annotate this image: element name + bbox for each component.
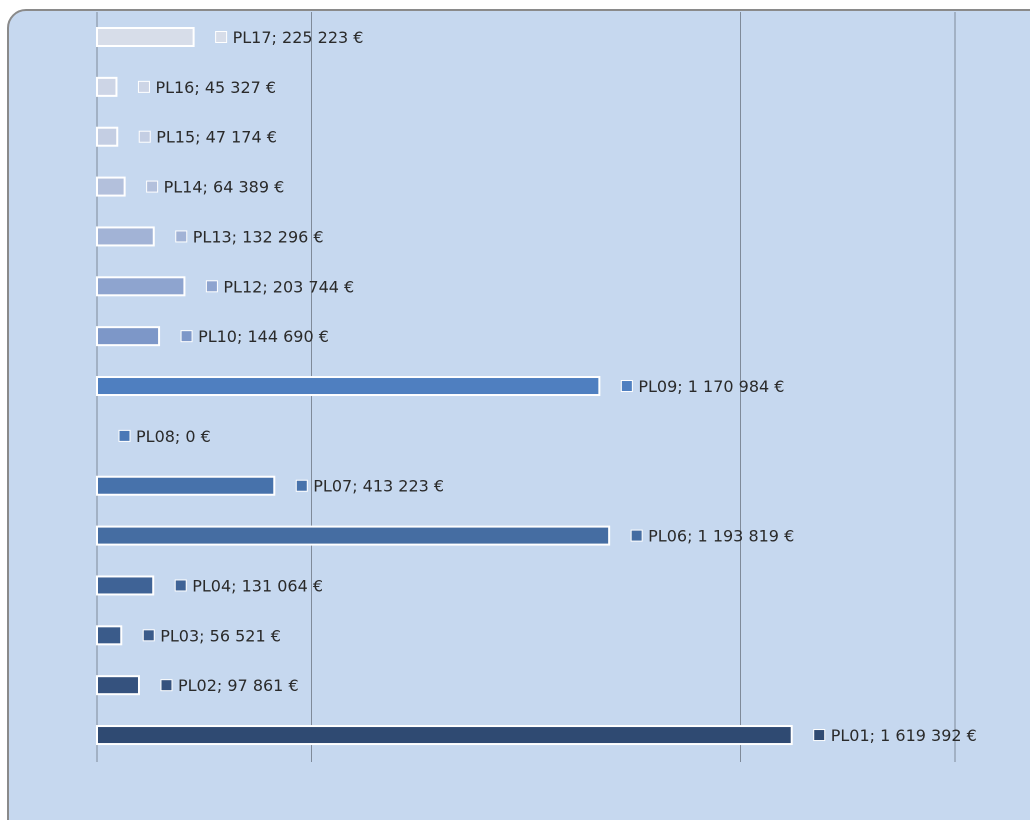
- label-separator: ;: [237, 327, 247, 346]
- value-label: 131 064 €: [242, 576, 323, 595]
- data-label: PL13; 132 296 €: [193, 227, 324, 246]
- legend-marker: [630, 529, 643, 542]
- value-label: 1 619 392 €: [880, 726, 977, 745]
- data-label: PL04; 131 064 €: [192, 576, 323, 595]
- category-name: PL15: [156, 127, 195, 146]
- data-label: PL14; 64 389 €: [164, 177, 285, 196]
- value-label: 1 193 819 €: [698, 526, 795, 545]
- bar: [96, 725, 793, 746]
- data-label: PL08; 0 €: [136, 426, 211, 445]
- bar: [96, 226, 155, 247]
- value-label: 225 223 €: [282, 28, 363, 47]
- label-separator: ;: [870, 726, 880, 745]
- legend-marker: [620, 380, 633, 393]
- data-label: PL10; 144 690 €: [198, 327, 329, 346]
- value-label: 144 690 €: [247, 327, 328, 346]
- legend-marker: [137, 80, 150, 93]
- chart-background: [7, 9, 1030, 820]
- category-name: PL01: [831, 726, 870, 745]
- value-label: 45 327 €: [205, 77, 276, 96]
- data-label: PL02; 97 861 €: [178, 676, 299, 695]
- data-label: PL07; 413 223 €: [313, 476, 444, 495]
- legend-marker: [174, 579, 187, 592]
- value-label: 203 744 €: [273, 277, 354, 296]
- value-label: 0 €: [185, 426, 210, 445]
- legend-marker: [118, 429, 131, 442]
- category-name: PL03: [160, 626, 199, 645]
- category-name: PL04: [192, 576, 231, 595]
- category-name: PL10: [198, 327, 237, 346]
- category-name: PL09: [638, 377, 677, 396]
- label-separator: ;: [203, 177, 213, 196]
- bar: [96, 376, 601, 397]
- category-name: PL12: [223, 277, 262, 296]
- legend-marker: [160, 679, 173, 692]
- data-label: PL06; 1 193 819 €: [648, 526, 794, 545]
- legend-marker: [813, 729, 826, 742]
- label-separator: ;: [352, 476, 362, 495]
- data-label: PL12; 203 744 €: [223, 277, 354, 296]
- category-name: PL08: [136, 426, 175, 445]
- legend-marker: [146, 180, 159, 193]
- data-label: PL17; 225 223 €: [233, 28, 364, 47]
- data-label: PL16; 45 327 €: [155, 77, 276, 96]
- legend-marker: [138, 130, 151, 143]
- value-label: 97 861 €: [227, 676, 298, 695]
- value-label: 47 174 €: [206, 127, 277, 146]
- bar: [96, 126, 119, 147]
- category-name: PL02: [178, 676, 217, 695]
- label-separator: ;: [262, 277, 272, 296]
- bar: [96, 27, 195, 47]
- value-label: 132 296 €: [242, 227, 323, 246]
- category-name: PL06: [648, 526, 687, 545]
- label-separator: ;: [195, 127, 205, 146]
- data-label: PL15; 47 174 €: [156, 127, 277, 146]
- label-separator: ;: [175, 426, 185, 445]
- bar: [96, 525, 611, 546]
- label-separator: ;: [677, 377, 687, 396]
- legend-marker: [142, 629, 155, 642]
- bar: [96, 326, 161, 347]
- label-separator: ;: [194, 77, 204, 96]
- legend-marker: [295, 479, 308, 492]
- data-label: PL09; 1 170 984 €: [638, 377, 784, 396]
- legend-marker: [205, 280, 218, 293]
- legend-marker: [180, 330, 193, 343]
- category-name: PL14: [164, 177, 203, 196]
- bar: [96, 575, 155, 596]
- bar: [96, 625, 123, 646]
- legend-marker: [175, 230, 188, 243]
- value-label: 56 521 €: [210, 626, 281, 645]
- label-separator: ;: [272, 28, 282, 47]
- bar: [96, 76, 118, 97]
- bar: [96, 276, 186, 297]
- value-label: 64 389 €: [213, 177, 284, 196]
- bar: [96, 176, 126, 197]
- label-separator: ;: [217, 676, 227, 695]
- category-name: PL16: [155, 77, 194, 96]
- data-label: PL03; 56 521 €: [160, 626, 281, 645]
- label-separator: ;: [231, 576, 241, 595]
- value-label: 413 223 €: [363, 476, 444, 495]
- category-name: PL13: [193, 227, 232, 246]
- category-name: PL17: [233, 28, 272, 47]
- value-label: 1 170 984 €: [688, 377, 785, 396]
- legend-marker: [215, 31, 228, 43]
- category-name: PL07: [313, 476, 352, 495]
- bar: [96, 475, 276, 496]
- label-separator: ;: [232, 227, 242, 246]
- label-separator: ;: [199, 626, 209, 645]
- label-separator: ;: [687, 526, 697, 545]
- bar: [96, 675, 140, 696]
- data-label: PL01; 1 619 392 €: [831, 726, 977, 745]
